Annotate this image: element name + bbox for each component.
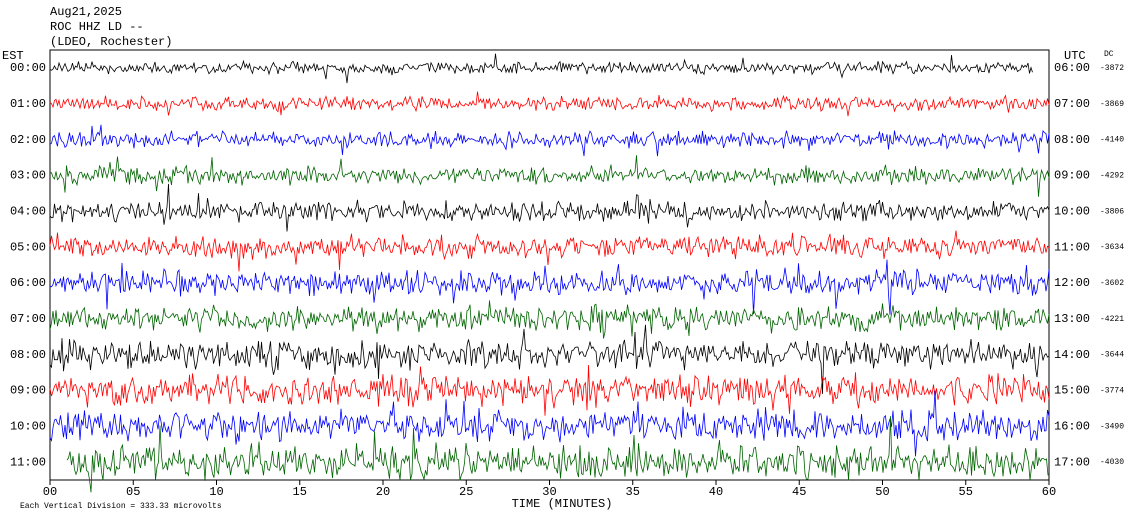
x-tick-label: 50: [875, 485, 889, 499]
x-tick-label: 05: [126, 485, 140, 499]
x-tick-label: 40: [709, 485, 723, 499]
plot-frame: [49, 49, 1050, 481]
est-label: 01:00: [10, 97, 46, 111]
x-tick-label: 15: [293, 485, 307, 499]
title-line: ROC HHZ LD --: [50, 20, 144, 34]
trace: [49, 124, 1050, 157]
trace: [66, 416, 1049, 493]
dc-label: DC: [1104, 50, 1114, 59]
trace: [49, 230, 1050, 272]
utc-label: 06:00: [1054, 61, 1090, 75]
dc-value: -4292: [1100, 172, 1124, 181]
x-tick-label: 10: [209, 485, 223, 499]
trace: [49, 259, 1050, 315]
dc-value: -3634: [1100, 243, 1124, 252]
x-tick-label: 20: [376, 485, 390, 499]
dc-value: -3774: [1100, 387, 1124, 396]
trace: [49, 155, 1050, 197]
trace: [49, 364, 1050, 416]
left-axis-label: EST: [2, 49, 24, 63]
utc-label: 08:00: [1054, 133, 1090, 147]
est-label: 03:00: [10, 169, 46, 183]
x-tick-label: 30: [542, 485, 556, 499]
utc-label: 14:00: [1054, 348, 1090, 362]
dc-value: -4140: [1100, 136, 1124, 145]
title-line: Aug21,2025: [50, 5, 122, 19]
x-tick-label: 25: [459, 485, 473, 499]
dc-value: -4221: [1100, 315, 1124, 324]
dc-value: -3602: [1100, 279, 1124, 288]
x-tick-label: 60: [1042, 485, 1056, 499]
utc-label: 15:00: [1054, 384, 1090, 398]
dc-value: -3872: [1100, 64, 1124, 73]
utc-label: 09:00: [1054, 169, 1090, 183]
utc-label: 11:00: [1054, 240, 1090, 254]
utc-label: 12:00: [1054, 276, 1090, 290]
trace: [49, 53, 1033, 84]
dc-value: -3644: [1100, 351, 1124, 360]
est-label: 07:00: [10, 312, 46, 326]
est-label: 08:00: [10, 348, 46, 362]
utc-label: 07:00: [1054, 97, 1090, 111]
x-axis-label: TIME (MINUTES): [512, 497, 613, 511]
trace: [49, 183, 1050, 232]
x-tick-label: 00: [43, 485, 57, 499]
dc-value: -4030: [1100, 458, 1124, 467]
x-tick-label: 35: [626, 485, 640, 499]
dc-value: -3490: [1100, 422, 1124, 431]
dc-value: -3869: [1100, 100, 1124, 109]
utc-label: 13:00: [1054, 312, 1090, 326]
trace: [49, 390, 1050, 457]
est-label: 09:00: [10, 384, 46, 398]
right-axis-label: UTC: [1064, 49, 1086, 63]
est-label: 04:00: [10, 204, 46, 218]
est-label: 02:00: [10, 133, 46, 147]
trace: [49, 91, 1050, 117]
utc-label: 17:00: [1054, 455, 1090, 469]
utc-label: 16:00: [1054, 419, 1090, 433]
est-label: 10:00: [10, 419, 46, 433]
utc-label: 10:00: [1054, 204, 1090, 218]
est-label: 00:00: [10, 61, 46, 75]
dc-value: -3806: [1100, 207, 1124, 216]
trace: [49, 324, 1050, 394]
x-tick-label: 55: [959, 485, 973, 499]
x-tick-label: 45: [792, 485, 806, 499]
est-label: 11:00: [10, 455, 46, 469]
est-label: 05:00: [10, 240, 46, 254]
est-label: 06:00: [10, 276, 46, 290]
footer: Each Vertical Division = 333.33 microvol…: [20, 502, 222, 511]
title-line: (LDEO, Rochester): [50, 35, 172, 49]
trace: [49, 300, 1050, 339]
